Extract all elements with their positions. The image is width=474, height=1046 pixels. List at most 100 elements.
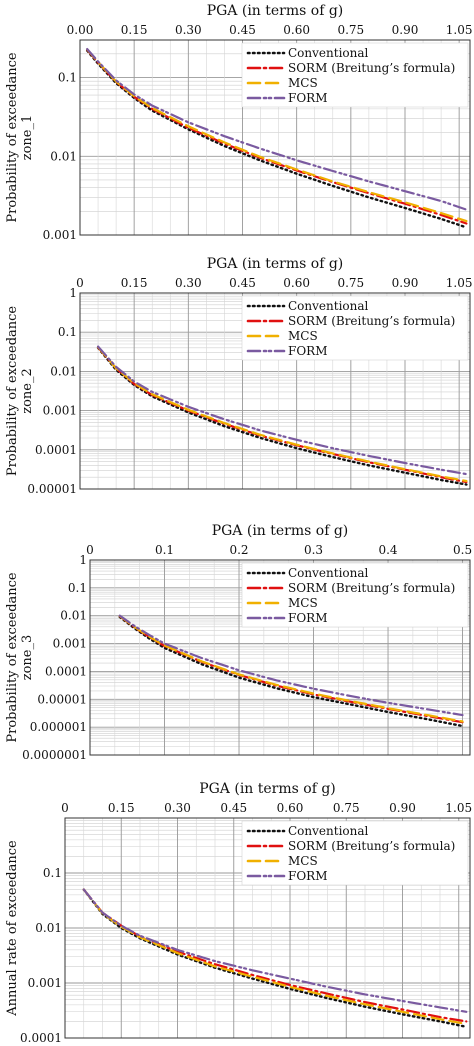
legend-label-conventional: Conventional <box>288 299 369 313</box>
x-tick-label: 0.1 <box>155 543 174 557</box>
x-tick-label: 0.45 <box>229 276 256 290</box>
x-tick-labels: 0 0.15 0.30 0.45 0.60 0.75 0.90 1.05 <box>61 801 472 815</box>
legend-label-mcs: MCS <box>288 596 318 610</box>
series-lines <box>118 614 464 728</box>
y-tick-label: 0.001 <box>53 637 87 651</box>
x-tick-label: 0.30 <box>175 276 202 290</box>
y-tick-label: 1 <box>69 286 77 300</box>
y-tick-label: 0.0001 <box>45 664 87 678</box>
chart-title: PGA (in terms of g) <box>199 781 336 797</box>
x-tick-label: 0.15 <box>108 801 135 815</box>
y-tick-label: 0.0000001 <box>22 748 87 762</box>
series-lines <box>85 47 468 229</box>
y-tick-label: 0.001 <box>43 228 77 242</box>
y-axis-label: zone_2 <box>20 368 35 414</box>
x-tick-label: 0.45 <box>229 23 256 37</box>
y-axis-label: zone_1 <box>20 115 35 161</box>
y-tick-label: 0.1 <box>58 71 77 85</box>
chart-3: PGA (in terms of g)0 0.1 0.2 0.3 0.4 0.510.10… <box>5 523 472 762</box>
series-line-sorm <box>82 888 468 1023</box>
y-axis-label: Probability of exceedance <box>5 572 20 743</box>
x-tick-label: 0.15 <box>121 23 148 37</box>
x-tick-label: 0.75 <box>337 23 364 37</box>
x-tick-label: 1.05 <box>446 276 473 290</box>
x-tick-label: 0.75 <box>337 276 364 290</box>
y-tick-labels: 1 0.1 0.01 0.001 0.0001 0.00001 0.000001 0.0000… <box>22 553 87 762</box>
series-line-mcs <box>118 614 464 723</box>
x-tick-label: 0.3 <box>304 543 323 557</box>
series-lines <box>82 888 468 1029</box>
chart-1: PGA (in terms of g)0.00 0.15 0.30 0.45 0.60 0… <box>5 3 473 242</box>
series-line-form <box>118 614 464 717</box>
y-tick-label: 0.01 <box>50 149 77 163</box>
legend-label-form: FORM <box>288 344 328 358</box>
x-tick-label: 0.75 <box>333 801 360 815</box>
legend-label-mcs: MCS <box>288 329 318 343</box>
x-tick-labels: 0 0.1 0.2 0.3 0.4 0.5 <box>86 543 472 557</box>
x-tick-label: 0.2 <box>229 543 248 557</box>
x-tick-label: 0.30 <box>164 801 191 815</box>
y-tick-label: 0.001 <box>28 976 62 990</box>
x-tick-label: 0.90 <box>389 801 416 815</box>
y-axis-label: Annual rate of exceedance <box>5 840 20 1017</box>
y-tick-label: 0.01 <box>50 364 77 378</box>
series-lines <box>96 345 468 486</box>
x-tick-label: 1.05 <box>446 23 473 37</box>
legend-label-form: FORM <box>288 869 328 883</box>
legend-label-form: FORM <box>288 611 328 625</box>
plot-border <box>79 39 471 236</box>
series-line-form <box>86 47 468 211</box>
x-tick-labels: 0 0.15 0.30 0.45 0.60 0.75 0.90 1.05 <box>76 276 472 290</box>
chart-title: PGA (in terms of g) <box>207 256 344 272</box>
x-tick-label: 0.90 <box>392 276 419 290</box>
y-tick-label: 0.1 <box>68 581 87 595</box>
legend-label-mcs: MCS <box>288 854 318 868</box>
legend-label-sorm: SORM (Breitung’s formula) <box>288 581 455 595</box>
x-tick-label: 1.05 <box>445 801 472 815</box>
y-tick-label: 0.000001 <box>30 720 87 734</box>
y-axis-label: Probability of exceedance <box>5 52 20 223</box>
legend-label-mcs: MCS <box>288 76 318 90</box>
plot-border <box>79 292 471 490</box>
y-tick-labels: 1 0.1 0.01 0.001 0.0001 0.00001 <box>27 286 77 496</box>
y-tick-label: 0.00001 <box>27 482 77 496</box>
chart-2: PGA (in terms of g) 0 0.15 0.30 0.45 0.60 0.75… <box>5 256 473 496</box>
y-tick-labels: 0.1 0.01 0.001 <box>43 71 77 242</box>
legend-label-conventional: Conventional <box>288 566 369 580</box>
y-tick-label: 0.0001 <box>35 443 77 457</box>
y-tick-label: 0.01 <box>60 609 87 623</box>
plot-border <box>89 559 471 756</box>
series-line-form <box>96 345 468 476</box>
x-tick-label: 0.15 <box>121 276 148 290</box>
x-tick-label: 0 <box>76 276 84 290</box>
y-tick-label: 0.01 <box>35 921 62 935</box>
x-tick-label: 0.4 <box>378 543 397 557</box>
legend-label-conventional: Conventional <box>288 824 369 838</box>
y-tick-label: 0.1 <box>43 866 62 880</box>
chart-title: PGA (in terms of g) <box>207 3 344 19</box>
y-tick-label: 1 <box>79 553 87 567</box>
series-line-mcs <box>82 888 468 1026</box>
plot-border <box>64 817 471 1039</box>
y-tick-label: 0.1 <box>58 325 77 339</box>
x-tick-label: 0.30 <box>175 23 202 37</box>
x-tick-label: 0.00 <box>67 23 94 37</box>
legend-label-conventional: Conventional <box>288 46 369 60</box>
series-line-form <box>82 888 468 1013</box>
y-tick-label: 0.00001 <box>37 692 87 706</box>
legend-label-form: FORM <box>288 91 328 105</box>
series-line-conventional <box>118 615 464 728</box>
y-tick-label: 0.0001 <box>20 1031 62 1045</box>
legend-label-sorm: SORM (Breitung’s formula) <box>288 839 455 853</box>
series-line-mcs <box>86 48 468 223</box>
x-tick-label: 0 <box>86 543 94 557</box>
x-tick-label: 0 <box>61 801 69 815</box>
chart-4: PGA (in terms of g) 0 0.15 0.30 0.45 0.60 0.75… <box>5 781 472 1045</box>
x-tick-label: 0.60 <box>277 801 304 815</box>
series-line-mcs <box>96 345 468 483</box>
